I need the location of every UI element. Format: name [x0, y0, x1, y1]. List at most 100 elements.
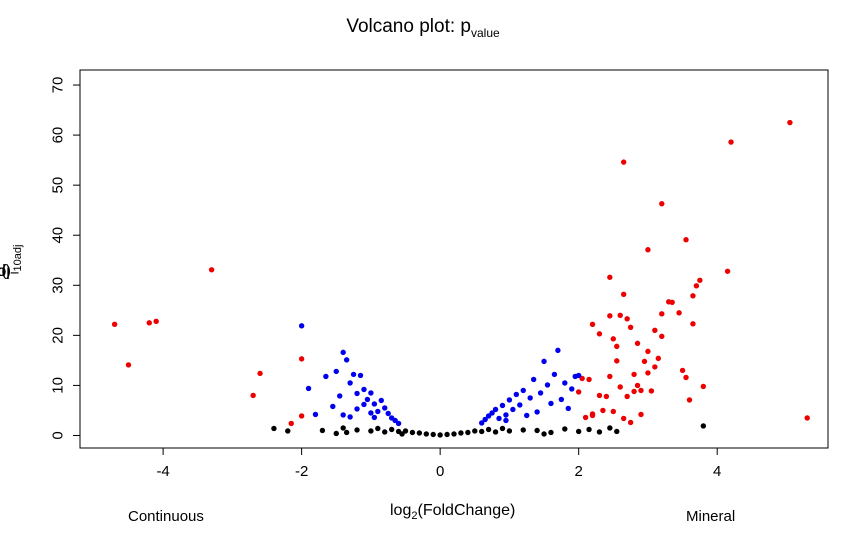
- data-point: [641, 358, 648, 365]
- data-point: [617, 384, 623, 390]
- data-point: [340, 425, 346, 431]
- data-point: [624, 316, 630, 322]
- data-point: [288, 420, 294, 427]
- data-point: [565, 405, 571, 412]
- data-point: [804, 415, 810, 421]
- data-point: [787, 119, 793, 126]
- data-point: [368, 390, 374, 396]
- data-point: [382, 429, 388, 435]
- data-point: [340, 349, 346, 356]
- data-point: [385, 410, 391, 417]
- data-point: [586, 426, 592, 433]
- data-point: [627, 419, 634, 426]
- data-point: [603, 393, 610, 400]
- data-point: [697, 277, 703, 283]
- x-axis-label: log2(FoldChange): [390, 502, 516, 523]
- data-point: [517, 402, 523, 408]
- data-point: [430, 431, 436, 438]
- data-point: [614, 343, 620, 350]
- y-tick-label: 60: [50, 127, 67, 144]
- data-point: [562, 426, 568, 432]
- data-point: [562, 380, 568, 386]
- data-points: [111, 119, 810, 438]
- data-point: [368, 428, 374, 434]
- data-point: [614, 358, 620, 364]
- group-label-mineral: Mineral: [686, 508, 736, 525]
- data-point: [354, 390, 360, 397]
- data-point: [700, 383, 707, 390]
- data-point: [111, 321, 118, 328]
- data-point: [399, 431, 405, 437]
- data-point: [499, 425, 506, 432]
- y-tick-label: 0: [50, 431, 67, 439]
- data-point: [659, 333, 665, 340]
- data-point: [631, 388, 637, 395]
- data-point: [669, 299, 675, 306]
- data-point: [343, 357, 350, 363]
- data-point: [614, 428, 620, 435]
- y-tick-label: 50: [50, 177, 67, 194]
- data-point: [298, 413, 305, 419]
- data-point: [607, 274, 613, 280]
- data-point: [416, 430, 423, 436]
- y-tick-label: 70: [50, 77, 67, 94]
- data-point: [472, 428, 478, 434]
- data-point: [375, 408, 381, 415]
- data-point: [153, 318, 159, 325]
- data-point: [679, 367, 686, 374]
- data-point: [499, 402, 506, 409]
- data-point: [555, 347, 561, 354]
- data-point: [298, 356, 305, 362]
- data-point: [600, 407, 606, 414]
- data-point: [607, 425, 613, 431]
- data-point: [534, 427, 540, 434]
- data-point: [530, 376, 537, 383]
- data-point: [444, 431, 450, 438]
- data-point: [582, 414, 589, 421]
- data-point: [520, 427, 526, 433]
- data-point: [125, 362, 132, 368]
- data-point: [208, 267, 215, 273]
- data-point: [458, 430, 464, 436]
- data-point: [378, 397, 384, 404]
- data-point: [544, 382, 551, 388]
- data-point: [340, 412, 346, 418]
- data-point: [534, 409, 540, 415]
- data-point: [482, 416, 488, 423]
- y-tick-label: 30: [50, 277, 67, 294]
- data-point: [586, 376, 592, 383]
- data-point: [451, 431, 457, 437]
- data-point: [548, 400, 554, 407]
- data-point: [305, 385, 312, 392]
- data-point: [652, 364, 658, 370]
- x-tick-label: -4: [156, 463, 169, 480]
- data-point: [620, 291, 627, 297]
- data-point: [569, 386, 575, 392]
- x-tick-label: 4: [713, 463, 721, 480]
- data-point: [388, 426, 395, 433]
- data-point: [631, 371, 637, 378]
- data-point: [395, 420, 402, 427]
- data-point: [343, 429, 350, 436]
- data-point: [330, 403, 336, 410]
- data-point: [347, 380, 353, 386]
- data-point: [257, 370, 263, 377]
- data-point: [589, 411, 596, 417]
- data-point: [513, 391, 520, 398]
- data-point: [409, 429, 416, 436]
- data-point: [271, 425, 277, 432]
- data-point: [551, 371, 558, 378]
- y-tick-label: 40: [50, 227, 67, 244]
- data-point: [620, 159, 627, 165]
- data-point: [683, 237, 689, 243]
- data-point: [690, 293, 696, 299]
- data-point: [503, 412, 509, 418]
- data-point: [596, 429, 603, 435]
- data-point: [364, 396, 371, 403]
- data-point: [690, 321, 696, 327]
- data-point: [624, 393, 630, 400]
- data-point: [589, 321, 596, 328]
- data-point: [645, 348, 651, 355]
